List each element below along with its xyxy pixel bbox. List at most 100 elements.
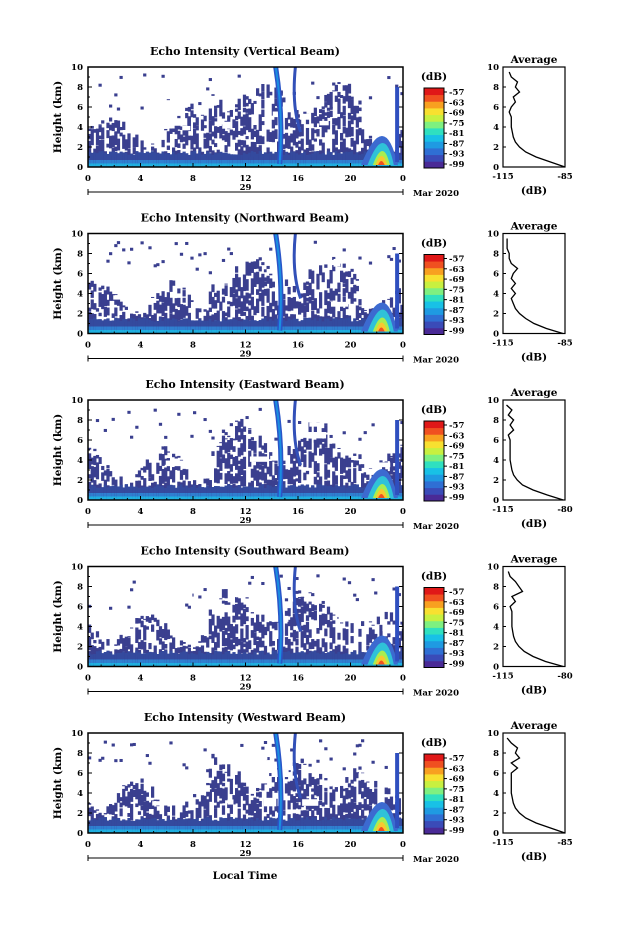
echo-cell	[190, 810, 194, 820]
echo-cell	[166, 663, 170, 667]
echo-cell	[103, 826, 107, 831]
echo-cell	[274, 478, 278, 486]
echo-cell	[221, 486, 226, 499]
echo-cell	[119, 659, 123, 665]
echo-cell	[290, 454, 294, 464]
echo-cell	[137, 829, 142, 833]
echo-cell	[342, 296, 346, 304]
echo-cell	[250, 630, 254, 638]
echo-cell	[258, 320, 262, 333]
echo-plume	[378, 327, 385, 332]
echo-cell	[282, 326, 286, 332]
echo-cell	[140, 783, 144, 795]
echo-cell	[122, 319, 126, 332]
echo-cell	[143, 641, 147, 654]
echo-cell	[174, 663, 178, 667]
echo-cell	[258, 266, 262, 272]
echo-cell	[379, 829, 383, 833]
y-tick-label: 8	[77, 749, 83, 759]
echo-cell	[90, 659, 94, 665]
echo-cell	[311, 112, 315, 124]
x-tick-label: 20	[345, 674, 357, 684]
echo-cell	[392, 587, 396, 591]
echo-gap	[323, 780, 333, 787]
echo-cell	[248, 117, 252, 133]
echo-cell	[250, 278, 254, 295]
echo-gap	[183, 634, 192, 642]
profile-y-tick-label: 10	[487, 230, 499, 240]
echo-cell	[284, 826, 289, 831]
echo-cell	[206, 769, 210, 773]
echo-cell	[332, 330, 336, 334]
echo-cell	[145, 318, 149, 331]
echo-cell	[221, 589, 226, 598]
echo-cell	[295, 597, 299, 606]
echo-cell	[237, 130, 241, 135]
profile-y-tick-label: 10	[487, 63, 499, 73]
echo-cell	[161, 330, 165, 334]
echo-cell	[182, 642, 186, 644]
echo-cell	[345, 817, 349, 830]
echo-cell	[229, 496, 233, 500]
echo-cell	[127, 659, 131, 665]
echo-cell	[132, 784, 136, 790]
echo-cell	[400, 131, 403, 138]
echo-cell	[137, 659, 142, 665]
colorbar-tick-label: -57	[449, 88, 464, 98]
colorbar-tick-label: -87	[449, 306, 464, 316]
echo-cell	[148, 319, 152, 332]
echo-cell	[274, 463, 278, 476]
echo-cell	[242, 435, 247, 452]
echo-cell	[347, 493, 352, 498]
echo-cell	[190, 493, 194, 498]
profile-y-tick-label: 6	[493, 103, 499, 113]
echo-cell	[379, 624, 383, 640]
echo-cell	[248, 581, 252, 585]
echo-column	[395, 253, 400, 329]
echo-cell	[253, 152, 257, 165]
echo-cell	[303, 317, 307, 330]
echo-cell	[130, 153, 134, 166]
echo-cell	[274, 160, 278, 165]
echo-cell	[106, 326, 110, 332]
echo-cell	[387, 298, 391, 300]
echo-cell	[358, 299, 362, 306]
colorbar-swatch	[424, 427, 444, 435]
y-tick-label: 0	[77, 829, 83, 839]
echo-cell	[119, 802, 123, 808]
echo-cell	[229, 423, 233, 427]
echo-cell	[389, 457, 394, 475]
echo-cell	[164, 330, 168, 334]
echo-cell	[287, 826, 291, 831]
colorbar-swatch	[424, 494, 444, 502]
echo-cell	[235, 115, 239, 121]
echo-cell	[269, 91, 273, 96]
y-tick-label: 8	[77, 250, 83, 260]
echo-cell	[195, 125, 199, 131]
echo-cell	[347, 802, 352, 819]
echo-cell	[130, 781, 134, 786]
echo-cell	[90, 457, 94, 465]
echo-cell	[224, 458, 228, 469]
echo-cell	[350, 651, 354, 664]
colorbar-tick-label: -93	[449, 483, 464, 493]
echo-cell	[261, 99, 265, 109]
echo-cell	[311, 270, 315, 284]
colorbar-swatch	[424, 108, 444, 116]
echo-cell	[329, 457, 333, 463]
echo-cell	[337, 826, 341, 831]
echo-cell	[90, 326, 94, 332]
echo-cell	[300, 446, 304, 463]
echo-cell	[308, 829, 312, 833]
x-tick-label: 0	[400, 674, 406, 684]
echo-cell	[151, 652, 155, 665]
echo-cell	[337, 82, 341, 85]
echo-cell	[166, 659, 170, 665]
echo-cell	[88, 151, 92, 164]
echo-cell	[93, 303, 97, 310]
echo-cell	[240, 613, 244, 627]
echo-cell	[206, 132, 210, 149]
echo-cell	[148, 163, 152, 167]
echo-cell	[261, 829, 265, 833]
echo-cell	[308, 608, 312, 618]
